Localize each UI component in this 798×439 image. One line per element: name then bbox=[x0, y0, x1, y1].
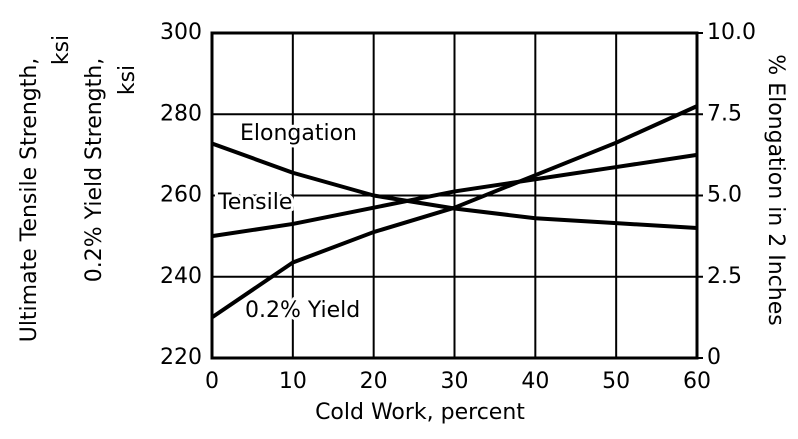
y-tick-label: 220 bbox=[160, 345, 202, 370]
x-tick-label: 60 bbox=[683, 369, 711, 394]
y-tick-label: 300 bbox=[160, 20, 202, 45]
y-tick-label: 240 bbox=[160, 264, 202, 289]
x-tick-label: 40 bbox=[521, 369, 549, 394]
series-label: Elongation bbox=[240, 121, 357, 146]
y-tick-label: 280 bbox=[160, 101, 202, 126]
series-label: 0.2% Yield bbox=[245, 298, 360, 323]
y2-tick-label: 2.5 bbox=[707, 264, 742, 289]
x-tick-label: 50 bbox=[602, 369, 630, 394]
x-axis-label: Cold Work, percent bbox=[315, 400, 525, 425]
y-axis-label: ksi bbox=[115, 65, 140, 95]
y-axis-label: Ultimate Tensile Strength, bbox=[17, 58, 42, 343]
line-series bbox=[211, 141, 698, 230]
plot-frame bbox=[210, 31, 699, 360]
y-axis-label: ksi bbox=[49, 35, 74, 65]
y-tick-label: 260 bbox=[160, 183, 202, 208]
y2-tick-label: 0 bbox=[707, 345, 721, 370]
x-tick-label: 0 bbox=[205, 369, 219, 394]
series-label: Tensile bbox=[217, 190, 292, 215]
x-tick-label: 10 bbox=[279, 369, 307, 394]
y2-tick-label: 7.5 bbox=[707, 101, 742, 126]
y2-tick-label: 5.0 bbox=[707, 183, 742, 208]
y-axis-label: 0.2% Yield Strength, bbox=[82, 58, 107, 282]
line-series bbox=[211, 152, 698, 239]
series-label: 0.2% Yield bbox=[245, 298, 360, 323]
x-tick-label: 30 bbox=[441, 369, 469, 394]
y2-axis-label: % Elongation in 2 Inches bbox=[763, 54, 788, 325]
x-tick-label: 20 bbox=[360, 369, 388, 394]
y2-tick-label: 10.0 bbox=[707, 20, 756, 45]
series-label: Tensile bbox=[217, 190, 292, 215]
series-label: Elongation bbox=[240, 121, 357, 146]
